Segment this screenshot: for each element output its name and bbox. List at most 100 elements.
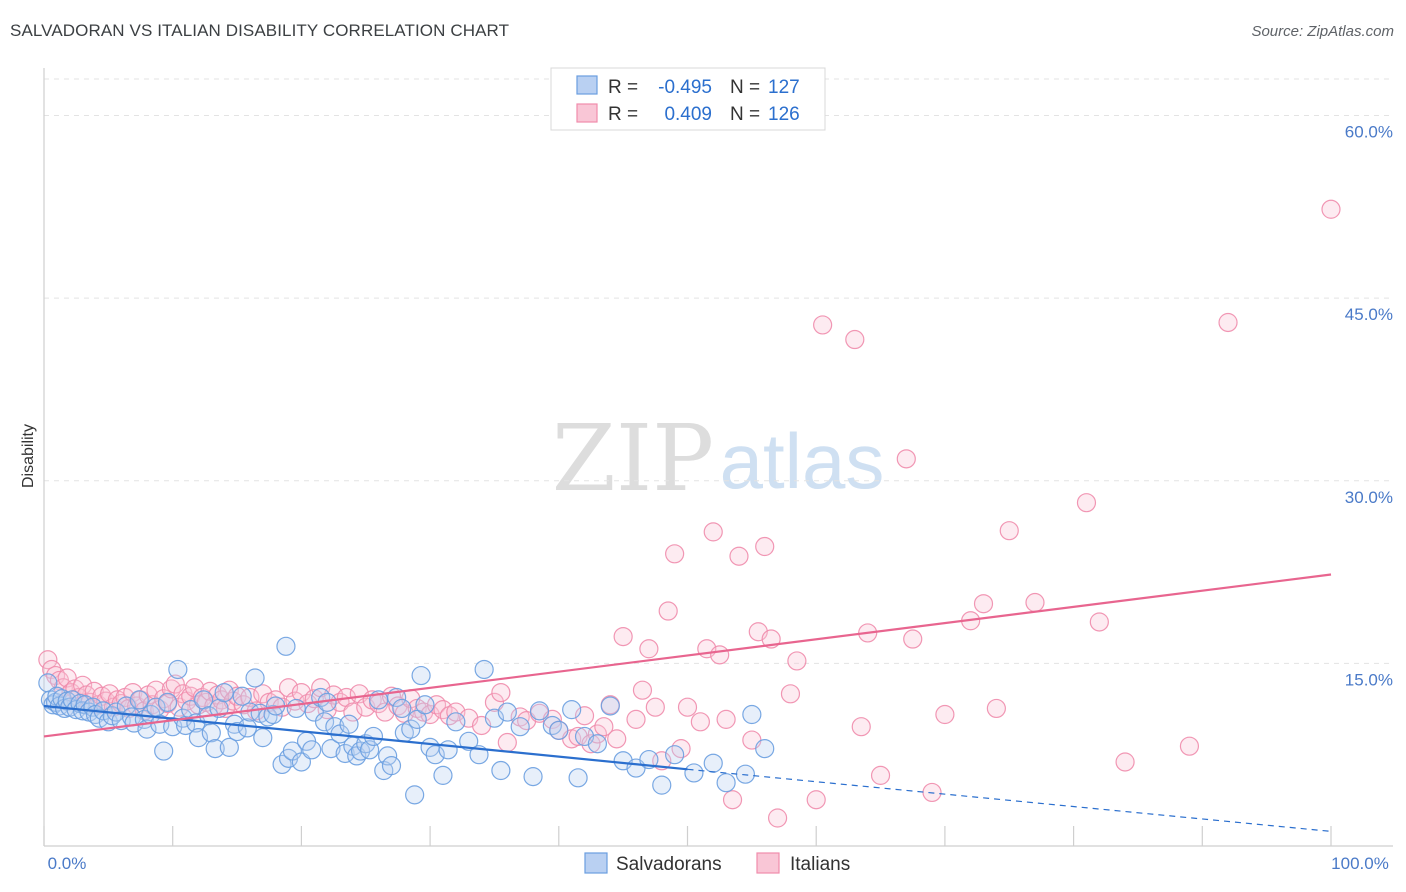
y-tick-label: 30.0% <box>1345 488 1393 507</box>
italians-point <box>73 675 93 695</box>
salvadorans-point <box>381 756 402 776</box>
salvadorans-point <box>425 745 445 765</box>
salvadorans-point <box>237 718 257 738</box>
x-tick-label-min: 0.0% <box>48 854 87 873</box>
italians-point <box>594 717 614 737</box>
legend-n-label-italians: N = <box>730 104 760 125</box>
italians-point <box>851 717 871 737</box>
italians-point <box>1025 592 1045 613</box>
salvadorans-point <box>742 704 762 725</box>
italians-point <box>266 690 286 710</box>
italians-point <box>581 734 601 754</box>
salvadorans-point <box>227 721 247 742</box>
italians-point <box>626 709 646 729</box>
salvadorans-point <box>154 741 174 761</box>
italians-point <box>165 674 185 694</box>
salvadorans-point <box>276 636 296 656</box>
watermark-zip: ZIP <box>552 405 714 512</box>
italians-point <box>767 808 788 828</box>
salvadorans-point <box>321 739 341 759</box>
salvadorans-point <box>129 690 149 710</box>
italians-point <box>420 704 440 725</box>
salvadorans-point <box>716 773 736 793</box>
legend-n-value-salvadorans: 127 <box>768 77 800 98</box>
salvadorans-point <box>755 739 775 759</box>
bottom-legend-label-italians: Italians <box>790 854 850 875</box>
legend-n-value-italians: 126 <box>768 104 800 125</box>
italians-point <box>38 650 58 670</box>
italians-point <box>703 522 723 542</box>
salvadorans-point <box>510 717 530 737</box>
italians-point <box>639 639 659 659</box>
italians-point <box>491 682 511 703</box>
italians-point <box>645 697 665 717</box>
italians-point <box>813 315 833 335</box>
salvadorans-point <box>157 692 178 712</box>
salvadorans-point <box>562 700 582 720</box>
legend-swatch-salvadorans <box>576 75 598 95</box>
italians-point <box>1115 752 1135 772</box>
italians-point <box>510 707 530 727</box>
correlation-legend: R = -0.495 N = 127 R = 0.409 N = 126 <box>550 67 826 131</box>
italians-point <box>658 601 678 621</box>
italians-point <box>613 626 633 647</box>
bottom-legend-swatch-italians <box>756 852 780 874</box>
y-tick-label: 60.0% <box>1345 123 1393 142</box>
italians-point <box>1179 736 1200 756</box>
salvadorans-point <box>253 728 273 748</box>
salvadorans-point <box>459 731 479 751</box>
italians-point <box>935 704 955 725</box>
salvadorans-point <box>232 686 252 706</box>
salvadorans-point <box>703 753 723 773</box>
italians-point <box>999 521 1019 541</box>
salvadorans-point <box>411 665 431 686</box>
italians-point <box>1089 612 1109 632</box>
italians-point <box>710 645 730 665</box>
italians-point <box>665 544 685 564</box>
trend-lines <box>43 573 1332 832</box>
salvadorans-point <box>245 668 265 688</box>
salvadorans-point <box>497 702 517 722</box>
salvadorans-point <box>168 659 188 680</box>
italians-point <box>1076 493 1097 513</box>
axes <box>43 68 1393 847</box>
italians-point <box>780 684 801 704</box>
italians-point <box>607 729 627 749</box>
italians-point <box>870 765 891 785</box>
italians-point <box>729 546 749 566</box>
italians-point <box>1218 312 1238 333</box>
salvadorans-point <box>286 698 306 719</box>
legend-swatch-italians <box>576 103 598 123</box>
legend-r-value-salvadorans: -0.495 <box>658 77 712 98</box>
salvadorans-point <box>378 746 398 766</box>
salvadorans-point <box>392 698 412 719</box>
salvadorans-point <box>205 739 225 759</box>
italians-point <box>716 709 736 729</box>
gridlines <box>44 78 1393 664</box>
y-axis-title: Disability <box>20 424 37 488</box>
salvadorans-point <box>335 743 355 764</box>
italians-points <box>38 199 1341 828</box>
bottom-legend-label-salvadorans: Salvadorans <box>616 854 722 875</box>
salvadorans-trend-extension <box>687 768 1332 832</box>
italians-point <box>973 594 994 614</box>
italians-trend-line <box>43 573 1332 738</box>
italians-point <box>755 536 775 557</box>
salvadorans-point <box>652 775 672 795</box>
salvadorans-point <box>491 760 511 781</box>
salvadorans-point <box>363 726 384 747</box>
salvadorans-point <box>339 714 359 734</box>
y-tick-label: 15.0% <box>1345 670 1393 689</box>
italians-point <box>343 702 363 722</box>
source-label: Source: ZipAtlas.com <box>1251 23 1394 40</box>
italians-point <box>787 651 807 671</box>
salvadorans-point <box>302 740 322 760</box>
italians-point <box>497 732 517 753</box>
salvadorans-point <box>446 712 466 732</box>
salvadorans-point <box>214 682 234 703</box>
salvadorans-point <box>433 765 453 785</box>
x-tick-label-max: 100.0% <box>1331 854 1389 873</box>
italians-point <box>806 790 826 810</box>
italians-point <box>484 692 505 712</box>
